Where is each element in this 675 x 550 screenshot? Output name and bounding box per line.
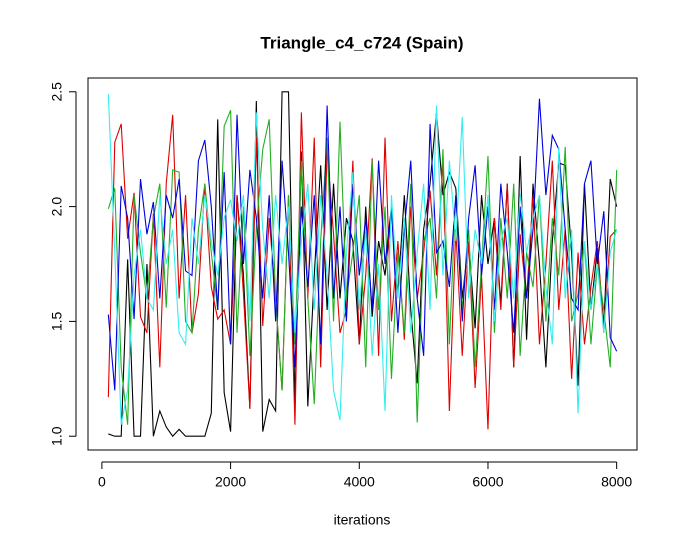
trace-line — [107, 109, 618, 425]
x-tick-label: 0 — [98, 474, 106, 490]
x-axis-label: iterations — [334, 512, 391, 528]
trace-line — [107, 94, 618, 425]
x-tick-label: 8000 — [601, 474, 632, 490]
plot-box — [87, 77, 638, 451]
x-tick-label: 4000 — [344, 474, 375, 490]
trace-line — [107, 112, 618, 430]
chart-title: Triangle_c4_c724 (Spain) — [260, 33, 463, 52]
y-tick-label: 2.5 — [49, 82, 65, 102]
y-tick-label: 2.0 — [49, 197, 65, 217]
y-tick-label: 1.5 — [49, 311, 65, 331]
y-tick-label: 1.0 — [49, 426, 65, 446]
x-tick-label: 6000 — [472, 474, 503, 490]
trace-line — [107, 98, 618, 391]
x-tick-label: 2000 — [215, 474, 246, 490]
